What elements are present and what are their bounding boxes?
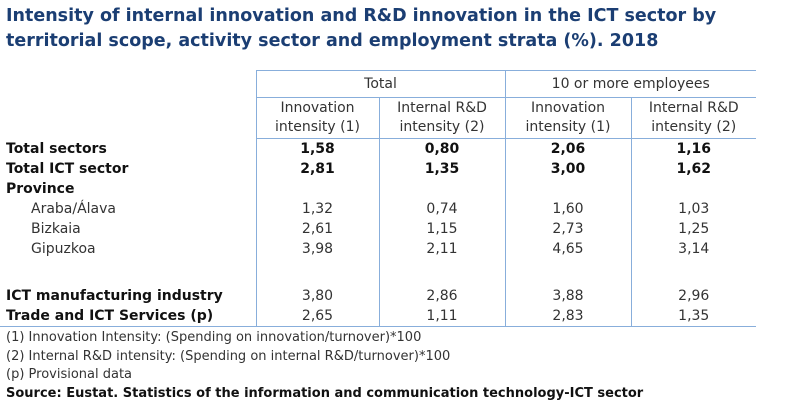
cell-value: 1,35 <box>630 306 756 327</box>
cell-value: 3,88 <box>504 286 631 306</box>
table-row: Trade and ICT Services (p) 2,65 1,11 2,8… <box>0 306 756 327</box>
cell-value: 0,74 <box>378 199 505 219</box>
cell-value: 1,03 <box>630 199 756 219</box>
column-header: Internal R&D intensity (2) <box>630 97 756 139</box>
column-header: Innovation intensity (1) <box>504 97 631 139</box>
cell-value: 1,25 <box>630 219 756 239</box>
group-header-10-plus-employees: 10 or more employees <box>504 70 756 98</box>
table-row: Gipuzkoa 3,98 2,11 4,65 3,14 <box>0 239 756 259</box>
column-header-row: Innovation intensity (1) Internal R&D inte… <box>0 97 756 139</box>
cell-value: 1,62 <box>630 159 756 179</box>
cell-value: 1,58 <box>255 138 379 159</box>
footnote: (1) Innovation Intensity: (Spending on i… <box>6 330 422 345</box>
source-note: Source: Eustat. Statistics of the inform… <box>6 385 644 401</box>
table-row: Province <box>0 179 756 199</box>
cell-value: 3,98 <box>255 239 379 259</box>
column-group-header-row: Total 10 or more employees <box>0 70 756 98</box>
spacer-row <box>0 259 756 286</box>
footnote: (p) Provisional data <box>6 367 133 382</box>
row-label: Araba/Álava <box>31 201 117 217</box>
cell-value: 3,14 <box>630 239 756 259</box>
row-label: ICT manufacturing industry <box>6 288 223 304</box>
cell-value: 1,32 <box>255 199 379 219</box>
cell-value <box>630 179 756 199</box>
cell-value: 2,73 <box>504 219 631 239</box>
row-label: Province <box>6 181 75 197</box>
cell-value: 2,96 <box>630 286 756 306</box>
cell-value <box>504 179 631 199</box>
cell-value: 2,65 <box>255 306 379 327</box>
column-header: Internal R&D intensity (2) <box>378 97 505 139</box>
cell-value: 3,80 <box>255 286 379 306</box>
footnote: (2) Internal R&D intensity: (Spending on… <box>6 348 451 364</box>
cell-value: 1,15 <box>378 219 505 239</box>
cell-value <box>255 179 379 199</box>
column-header: Innovation intensity (1) <box>255 97 379 139</box>
table-row: ICT manufacturing industry 3,80 2,86 3,8… <box>0 286 756 306</box>
row-label: Bizkaia <box>31 221 81 237</box>
row-label: Gipuzkoa <box>31 241 96 257</box>
footnotes: (1) Innovation Intensity: (Spending on i… <box>6 329 643 403</box>
cell-value: 1,11 <box>378 306 505 327</box>
cell-value: 3,00 <box>504 159 631 179</box>
cell-value: 2,83 <box>504 306 631 327</box>
cell-value: 2,11 <box>378 239 505 259</box>
cell-value: 2,06 <box>504 138 631 159</box>
cell-value: 0,80 <box>378 138 505 159</box>
row-label: Trade and ICT Services (p) <box>0 306 256 327</box>
cell-value: 4,65 <box>504 239 631 259</box>
cell-value: 1,60 <box>504 199 631 219</box>
table-row: Total ICT sector 2,81 1,35 3,00 1,62 <box>0 159 756 179</box>
cell-value: 2,86 <box>378 286 505 306</box>
table-row: Araba/Álava 1,32 0,74 1,60 1,03 <box>0 199 756 219</box>
cell-value: 1,16 <box>630 138 756 159</box>
table-row: Total sectors 1,58 0,80 2,06 1,16 <box>0 138 756 159</box>
table-row: Bizkaia 2,61 1,15 2,73 1,25 <box>0 219 756 239</box>
cell-value: 2,61 <box>255 219 379 239</box>
cell-value: 2,81 <box>255 159 379 179</box>
row-label: Total sectors <box>6 140 107 157</box>
cell-value <box>378 179 505 199</box>
row-label: Total ICT sector <box>6 161 129 177</box>
data-table: Total 10 or more employees Innovation int… <box>0 70 756 327</box>
cell-value: 1,35 <box>378 159 505 179</box>
group-header-total: Total <box>255 70 505 98</box>
page-title: Intensity of internal innovation and R&D… <box>6 6 717 51</box>
